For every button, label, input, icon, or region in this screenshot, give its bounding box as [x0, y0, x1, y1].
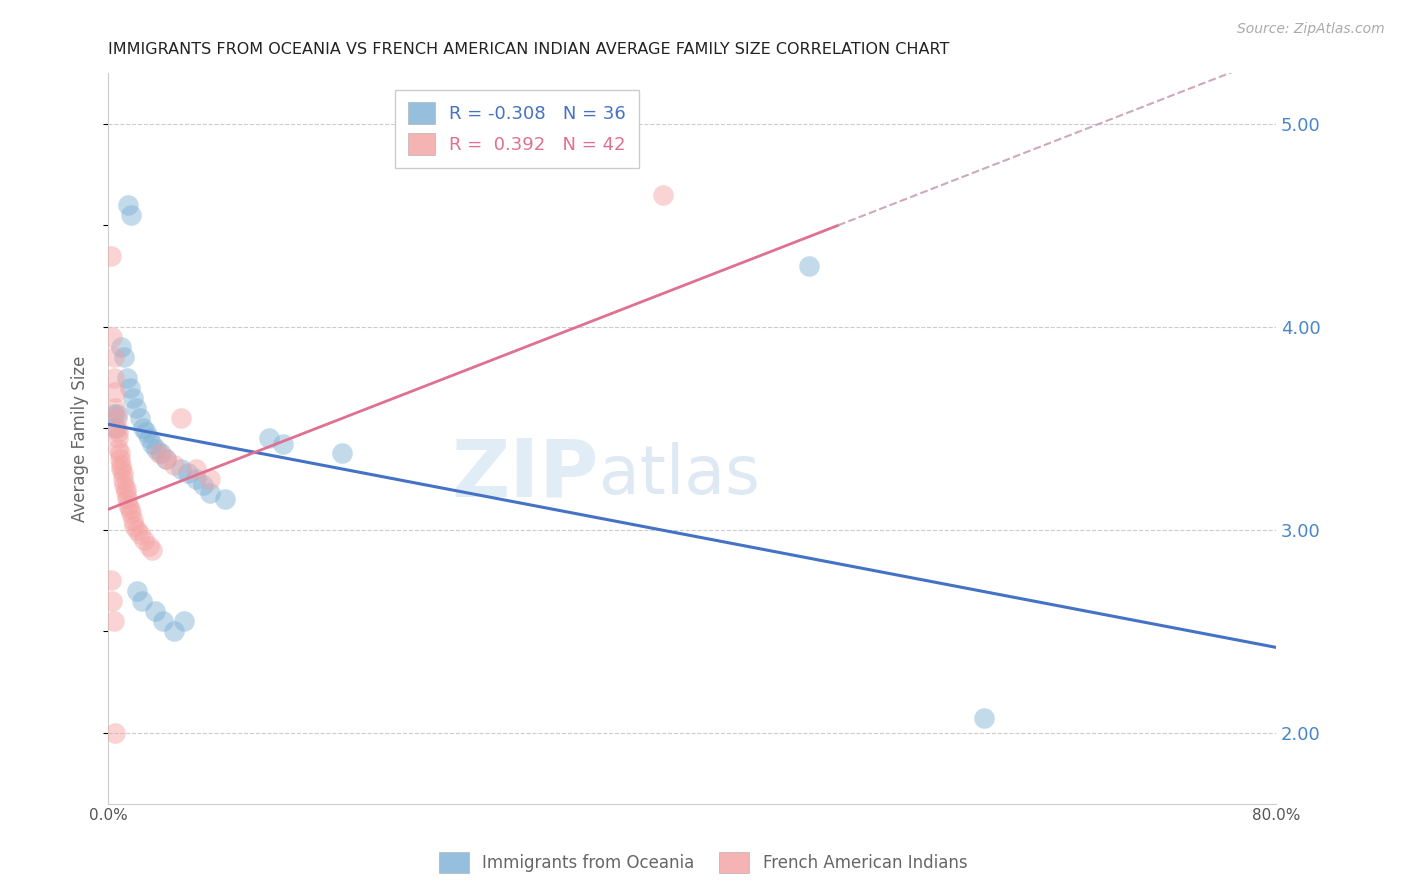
Point: [200, 486, 222, 500]
Point: [127, 583, 149, 598]
Point: [122, 518, 145, 533]
Point: [797, 259, 820, 273]
Y-axis label: Average Family Size: Average Family Size: [72, 355, 89, 522]
Point: [184, 472, 207, 486]
Point: [214, 492, 236, 507]
Point: [170, 411, 193, 425]
Point: [173, 614, 195, 628]
Point: [118, 502, 141, 516]
Point: [177, 466, 200, 480]
Point: [170, 462, 193, 476]
Point: [103, 407, 125, 421]
Point: [127, 523, 149, 537]
Point: [152, 614, 174, 628]
Point: [120, 208, 142, 222]
Point: [110, 340, 132, 354]
Point: [155, 451, 177, 466]
Point: [149, 445, 172, 459]
Point: [121, 512, 143, 526]
Point: [973, 711, 995, 725]
Point: [105, 411, 128, 425]
Point: [101, 330, 124, 344]
Point: [115, 492, 138, 507]
Point: [148, 445, 170, 459]
Point: [138, 431, 160, 445]
Point: [117, 198, 139, 212]
Point: [131, 593, 153, 607]
Point: [651, 188, 673, 202]
Point: [104, 421, 127, 435]
Point: [104, 725, 127, 739]
Point: [103, 351, 125, 365]
Text: Source: ZipAtlas.com: Source: ZipAtlas.com: [1237, 22, 1385, 37]
Point: [105, 407, 128, 421]
Point: [104, 384, 127, 399]
Text: ZIP: ZIP: [451, 436, 599, 514]
Point: [257, 431, 280, 445]
Point: [111, 472, 134, 486]
Point: [191, 478, 214, 492]
Point: [103, 370, 125, 384]
Point: [108, 451, 131, 466]
Point: [107, 425, 129, 440]
Point: [129, 526, 152, 541]
Point: [115, 370, 138, 384]
Text: IMMIGRANTS FROM OCEANIA VS FRENCH AMERICAN INDIAN AVERAGE FAMILY SIZE CORRELATIO: IMMIGRANTS FROM OCEANIA VS FRENCH AMERIC…: [108, 42, 949, 57]
Point: [135, 425, 157, 440]
Point: [141, 543, 163, 558]
Point: [107, 442, 129, 456]
Point: [110, 462, 132, 476]
Point: [104, 401, 127, 415]
Point: [118, 381, 141, 395]
Point: [108, 445, 131, 459]
Point: [200, 472, 222, 486]
Point: [100, 249, 122, 263]
Point: [107, 431, 129, 445]
Point: [112, 478, 135, 492]
Point: [121, 391, 143, 405]
Point: [163, 624, 186, 639]
Point: [103, 614, 125, 628]
Point: [117, 499, 139, 513]
Point: [163, 458, 186, 472]
Point: [184, 462, 207, 476]
Point: [145, 442, 167, 456]
Point: [125, 401, 148, 415]
Point: [330, 445, 353, 459]
Point: [271, 437, 294, 451]
Point: [114, 486, 136, 500]
Point: [101, 593, 124, 607]
Text: atlas: atlas: [599, 442, 759, 508]
Legend: Immigrants from Oceania, French American Indians: Immigrants from Oceania, French American…: [432, 846, 974, 880]
Point: [143, 604, 166, 618]
Point: [138, 539, 160, 553]
Point: [110, 458, 132, 472]
Point: [134, 533, 156, 547]
Point: [114, 482, 136, 496]
Point: [100, 574, 122, 588]
Point: [120, 507, 142, 521]
Point: [105, 421, 128, 435]
Legend: R = -0.308   N = 36, R =  0.392   N = 42: R = -0.308 N = 36, R = 0.392 N = 42: [395, 89, 638, 168]
Point: [111, 466, 134, 480]
Point: [112, 351, 135, 365]
Point: [129, 411, 152, 425]
Point: [141, 437, 163, 451]
Point: [132, 421, 155, 435]
Point: [155, 451, 177, 466]
